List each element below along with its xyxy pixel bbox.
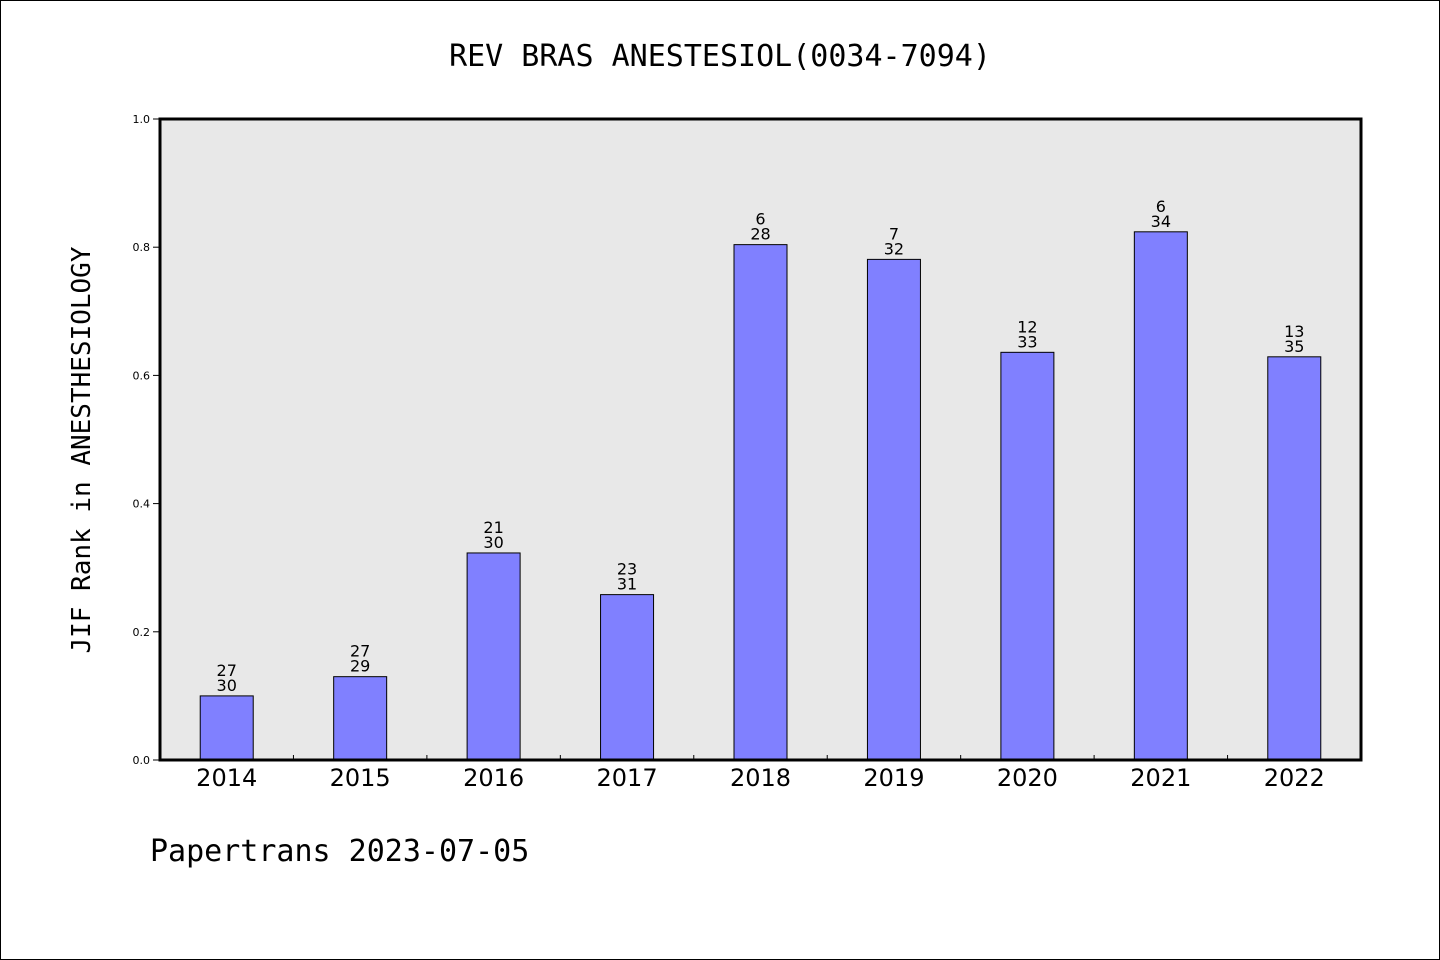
chart-title: REV BRAS ANESTESIOL(0034-7094) [449,39,991,74]
bar [1133,231,1188,761]
bar-label-rank: 6 [1156,197,1166,216]
bar-label-rank: 13 [1284,322,1304,341]
plot-border [158,117,1363,762]
bar-label-total: 30 [217,676,237,695]
bar-label-total: 29 [350,657,370,676]
ticks-layer: 2014 2015 2016 2017 2018 2019 2020 2021 2022 0.0 0… [133,113,1325,792]
x-tick-label: 2015 [330,764,391,792]
x-tick-label: 2017 [597,764,658,792]
bar [600,594,655,761]
bar-label-rank: 27 [217,661,237,680]
y-tick-label: 0.6 [133,369,151,382]
x-tick-label: 2019 [863,764,924,792]
x-tick-label: 2014 [196,764,257,792]
bar-label-rank: 6 [755,210,765,229]
bar-label-rank: 23 [617,560,637,579]
y-tick-label: 0.8 [133,241,151,254]
bar [466,552,521,761]
bar-label-rank: 21 [483,518,503,537]
bar-label-total: 28 [750,225,770,244]
y-tick-label: 0.4 [133,498,151,511]
x-tick-label: 2022 [1264,764,1325,792]
bar [866,258,921,761]
bar-label-total: 34 [1151,212,1171,231]
footer-credit: Papertrans 2023-07-05 [150,834,530,869]
y-tick-label: 0.2 [133,626,151,639]
bar-label-rank: 12 [1017,317,1037,336]
x-tick-label: 2020 [997,764,1058,792]
bar-label-total: 33 [1017,332,1037,351]
bar [733,244,788,761]
bar [333,676,388,761]
bar-label-rank: 27 [350,642,370,661]
y-axis-label: JIF Rank in ANESTHESIOLOGY [67,246,97,653]
bar-label-total: 35 [1284,337,1304,356]
x-tick-label: 2016 [463,764,524,792]
bar [1267,356,1322,761]
bar-label-total: 30 [483,533,503,552]
bar-label-total: 31 [617,575,637,594]
bar-label-total: 32 [884,239,904,258]
bar-label-rank: 7 [889,224,899,243]
x-tick-label: 2021 [1130,764,1191,792]
x-tick-label: 2018 [730,764,791,792]
y-tick-label: 1.0 [133,113,151,126]
bar [199,695,254,761]
bar [1000,351,1055,761]
y-tick-label: 0.0 [133,754,151,767]
